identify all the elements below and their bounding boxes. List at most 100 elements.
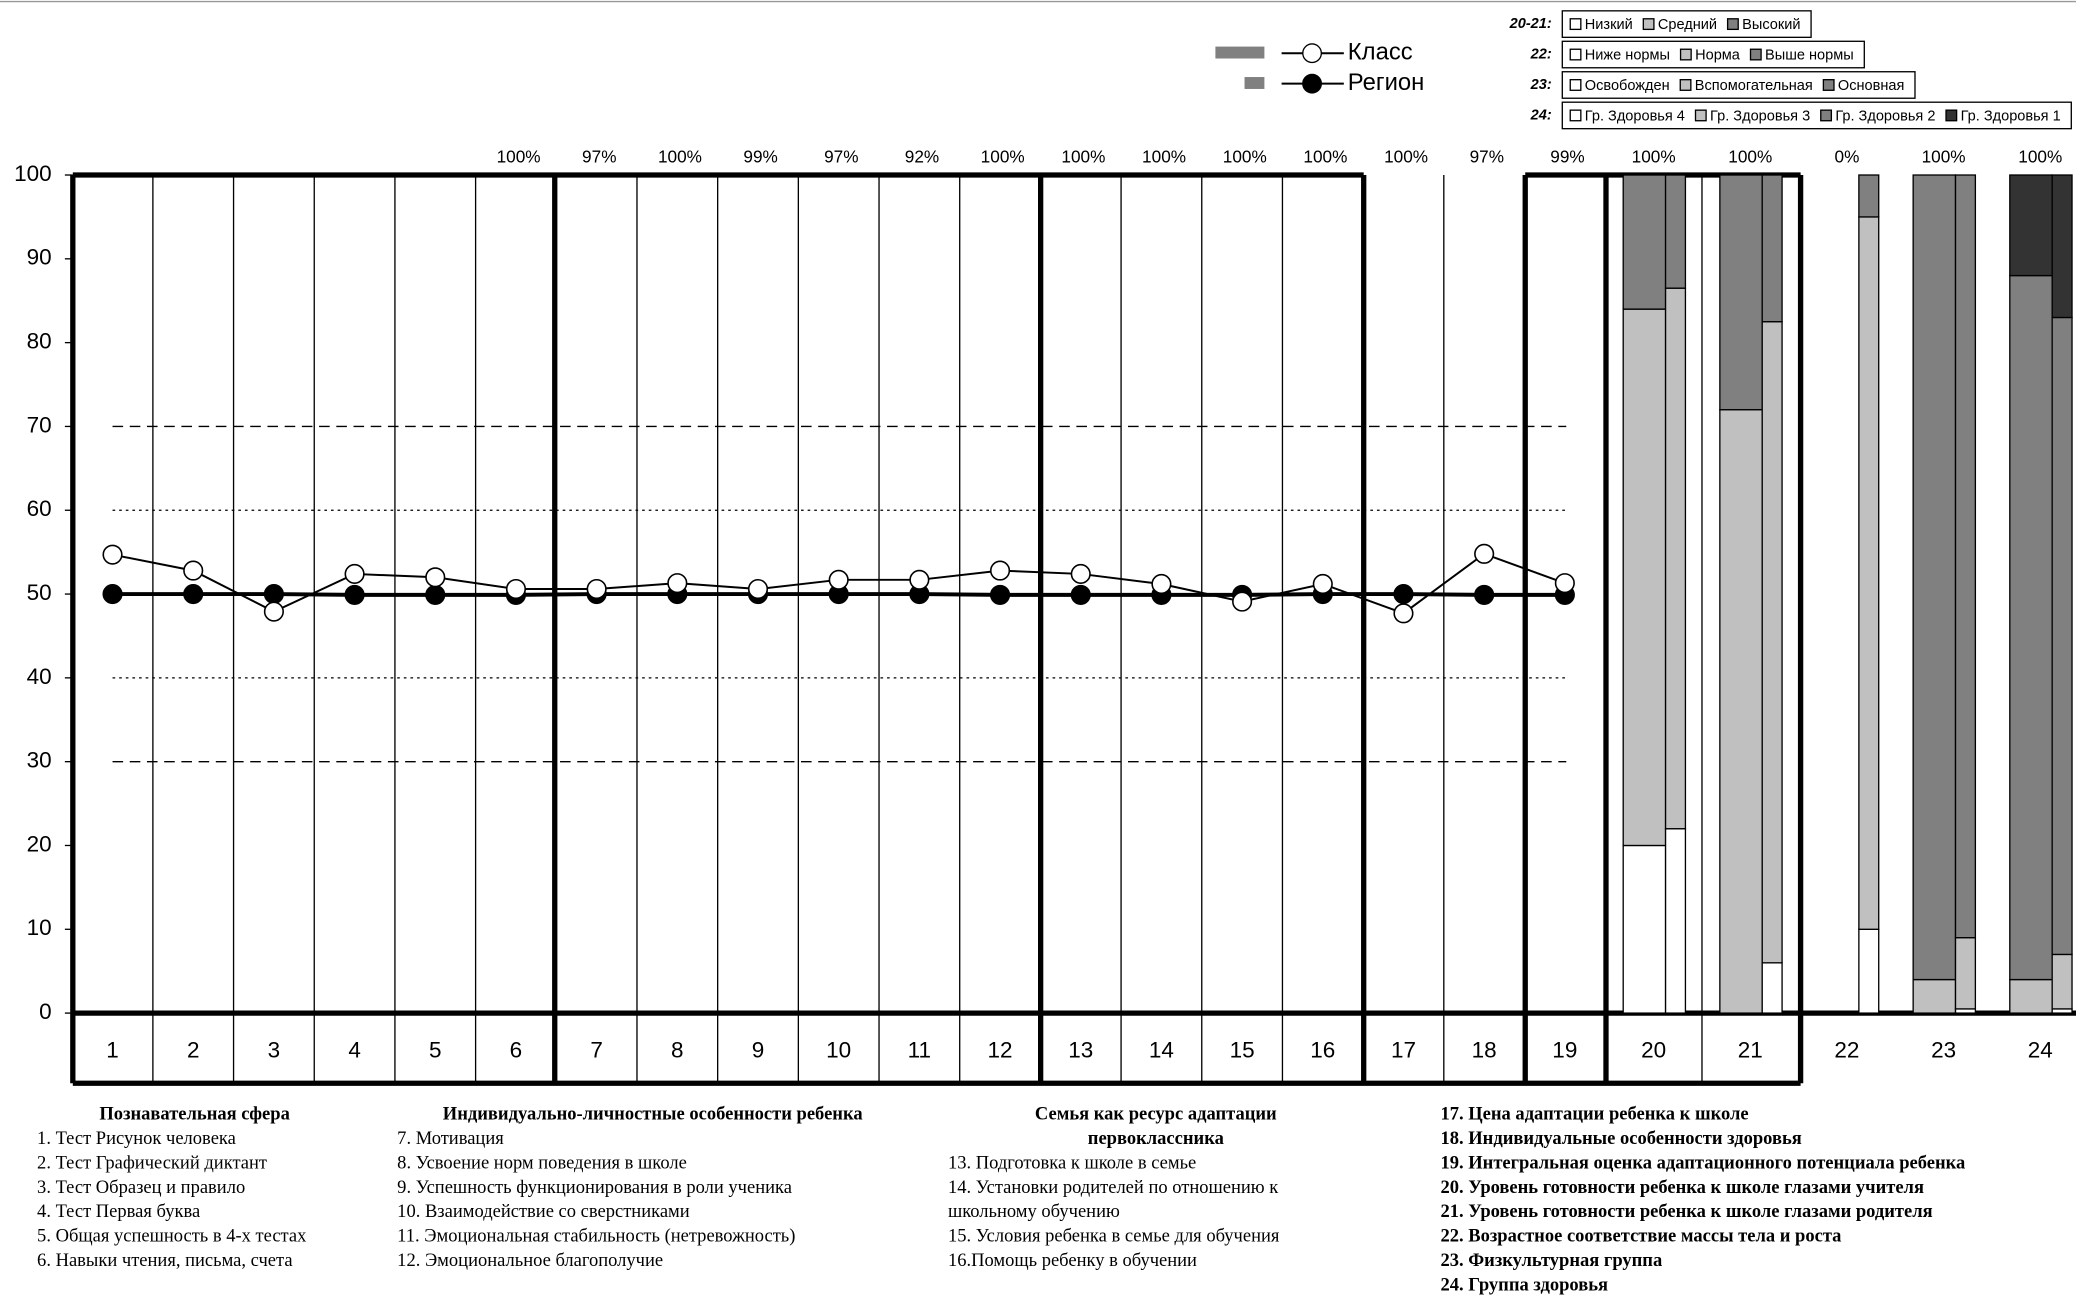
point	[1151, 573, 1172, 595]
coverage-label: 100%	[1384, 146, 1428, 166]
x-tick-label: 11	[908, 1037, 931, 1062]
stack-legend-item: Низкий	[1585, 17, 1633, 33]
stack-segment	[1664, 287, 1687, 830]
stack-legend-item: Основная	[1838, 78, 1904, 94]
stack-legend-label: 22:	[1530, 46, 1552, 62]
point	[1474, 543, 1495, 564]
stack-legend-box	[1561, 40, 1865, 69]
note-item: 19. Интегральная оценка адаптационного п…	[1440, 1152, 1965, 1173]
legend-label: Класс	[1348, 39, 1413, 66]
legend-marker	[1302, 73, 1322, 94]
x-tick-label: 9	[752, 1037, 765, 1062]
legend-swatch	[1679, 48, 1692, 61]
stack-segment	[1664, 174, 1687, 289]
coverage-label: 100%	[1728, 146, 1772, 166]
note-item: 3. Тест Образец и правило	[37, 1177, 245, 1198]
x-tick-label: 8	[671, 1037, 684, 1062]
point	[1474, 584, 1495, 605]
point	[102, 544, 123, 565]
point	[1393, 583, 1414, 605]
y-tick-label: 80	[27, 329, 52, 354]
point	[989, 584, 1011, 605]
point	[1070, 584, 1091, 605]
stack-legend-label: 20-21:	[1509, 16, 1552, 32]
x-tick-label: 15	[1230, 1037, 1255, 1062]
x-tick-label: 24	[2028, 1037, 2053, 1062]
note-item: 9. Успешность функционирования в роли уч…	[397, 1177, 792, 1198]
y-tick-label: 70	[27, 412, 52, 437]
legend-swatch	[1822, 79, 1835, 91]
note-item: 15. Условия ребенка в семье для обучения	[948, 1226, 1280, 1247]
stack-segment	[1954, 937, 1977, 1010]
x-tick-label: 22	[1834, 1037, 1859, 1062]
x-tick-label: 19	[1552, 1037, 1577, 1062]
stack-segment	[1912, 174, 1957, 981]
stack-segment	[2009, 174, 2053, 277]
point	[1312, 573, 1333, 595]
stack-legend-item: Норма	[1695, 48, 1741, 64]
note-item: школьному обучению	[948, 1201, 1120, 1222]
legend-swatch	[1569, 48, 1582, 61]
x-tick-label: 18	[1472, 1037, 1497, 1062]
stack-legend-item: Гр. Здоровья 1	[1961, 109, 2061, 125]
y-tick-label: 10	[27, 915, 52, 940]
legend-swatch	[1244, 77, 1265, 89]
point	[344, 563, 365, 585]
stack-legend-item: Вспомогательная	[1695, 78, 1813, 94]
legend-swatch	[1569, 18, 1582, 31]
stack-segment	[2051, 953, 2073, 1010]
note-item: 13. Подготовка к школе в семье	[948, 1152, 1196, 1173]
y-tick-label: 40	[27, 664, 52, 689]
note-title: Индивидуально-личностные особенности реб…	[443, 1103, 863, 1124]
point	[425, 584, 446, 605]
legend-swatch	[1726, 18, 1739, 31]
stack-segment	[1622, 844, 1667, 1014]
coverage-label: 99%	[743, 146, 777, 166]
stack-legend-item: Освобожден	[1585, 78, 1670, 94]
y-tick-label: 30	[27, 748, 52, 773]
legend-marker	[1302, 43, 1322, 64]
x-tick-label: 1	[106, 1037, 119, 1062]
x-tick-label: 12	[988, 1037, 1013, 1062]
note-item: 12. Эмоциональное благополучие	[397, 1250, 663, 1271]
note-item: 20. Уровень готовности ребенка к школе г…	[1440, 1177, 1923, 1198]
stack-segment	[1858, 928, 1880, 1014]
stack-legend-item: Ниже нормы	[1585, 48, 1670, 64]
stack-segment	[2009, 274, 2053, 981]
point	[425, 567, 446, 588]
stack-segment	[2009, 978, 2053, 1014]
x-tick-label: 14	[1149, 1037, 1174, 1062]
note-item: 17. Цена адаптации ребенка к школе	[1440, 1103, 1748, 1124]
stack-segment	[1664, 828, 1687, 1014]
legend-swatch	[1569, 79, 1582, 91]
point	[989, 560, 1011, 581]
x-tick-label: 17	[1391, 1037, 1416, 1062]
x-tick-label: 23	[1931, 1037, 1956, 1062]
note-title: Семья как ресурс адаптации	[1035, 1103, 1277, 1124]
stack-segment	[1858, 216, 1880, 930]
note-item: 5. Общая успешность в 4-х тестах	[37, 1226, 307, 1247]
point	[505, 578, 527, 600]
stack-legend-label: 24:	[1530, 107, 1552, 123]
stack-legend-item: Гр. Здоровья 4	[1585, 109, 1685, 125]
note-item: 1. Тест Рисунок человека	[37, 1128, 236, 1149]
stack-segment	[1719, 409, 1763, 1014]
x-tick-label: 5	[429, 1037, 442, 1062]
stack-legend-item: Высокий	[1742, 17, 1800, 33]
legend-swatch	[1569, 109, 1582, 122]
stack-segment	[1761, 321, 1783, 964]
coverage-label: 100%	[497, 146, 541, 166]
stack-legend-label: 23:	[1530, 77, 1552, 93]
point	[747, 578, 769, 600]
coverage-label: 100%	[1142, 146, 1186, 166]
legend-swatch	[1694, 109, 1707, 122]
stack-segment	[1622, 308, 1667, 847]
stack-legend-item: Гр. Здоровья 3	[1710, 109, 1810, 125]
note-item: 23. Физкультурная группа	[1440, 1250, 1662, 1271]
stack-segment	[2051, 174, 2073, 319]
y-tick-label: 0	[39, 999, 52, 1024]
stack-segment	[1622, 174, 1667, 310]
legend-swatch	[1679, 79, 1692, 91]
note-item: 14. Установки родителей по отношению к	[948, 1177, 1279, 1198]
